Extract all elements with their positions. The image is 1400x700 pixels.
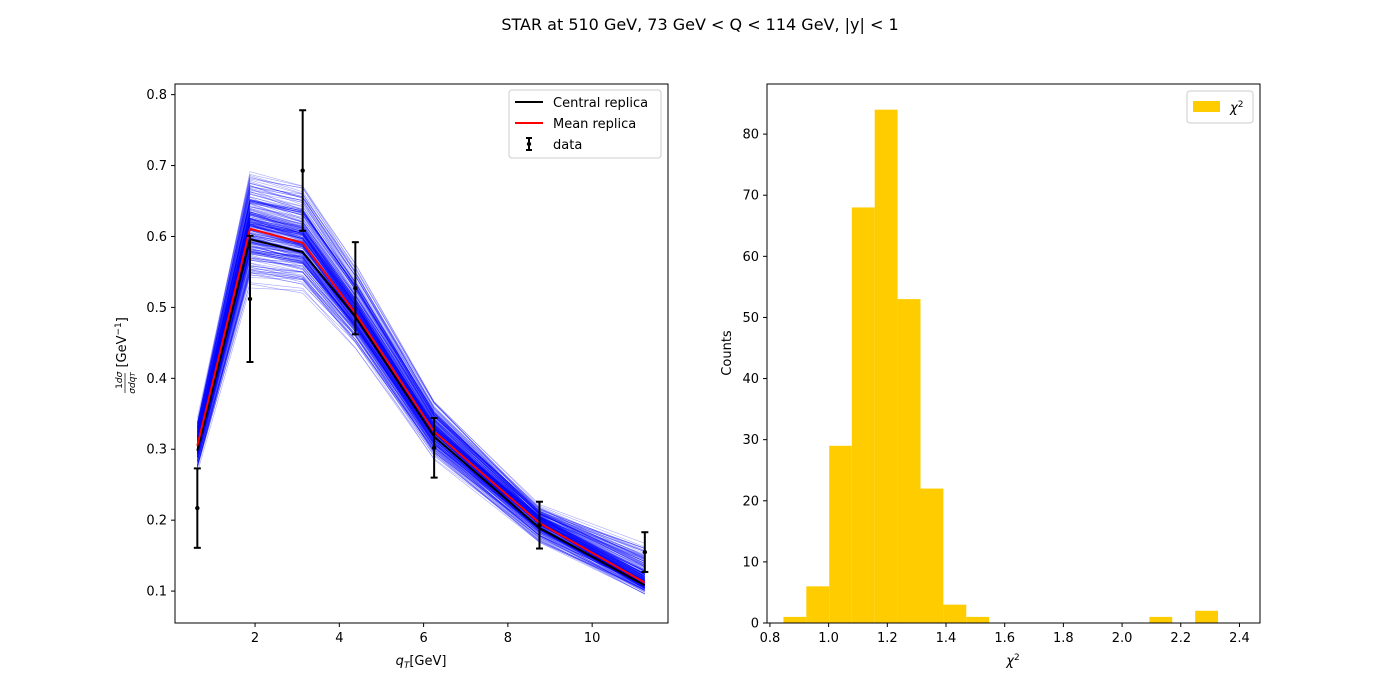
left-legend: Central replica Mean replica data [509,90,661,158]
replica-curve [197,176,645,549]
x-tick-label: 6 [419,631,427,646]
y-tick-label: 0 [751,617,759,632]
x-tick-label: 1.8 [1053,631,1074,646]
x-tick-label: 2.0 [1112,631,1133,646]
replica-curve [197,184,645,551]
left-y-axis-label: 1dσ [GeV−1] σdqT [114,317,138,394]
y-tick-label: 60 [742,250,759,265]
y-tick-label: 0.3 [146,443,167,458]
histogram-bar [966,617,989,623]
histogram-bar [920,489,943,623]
x-tick-label: 4 [335,631,343,646]
y-tick-label: 0.5 [146,301,167,316]
x-tick-label: 1.6 [994,631,1015,646]
x-tick-label: 1.4 [936,631,957,646]
left-y-ticks: 0.1 0.2 0.3 0.4 0.5 0.6 0.7 0.8 [146,88,175,599]
legend-label-data: data [553,138,582,153]
y-tick-label: 10 [742,555,759,570]
data-point [194,468,201,547]
left-x-ticks: 2 4 6 8 10 [251,623,601,646]
y-tick-label: 40 [742,372,759,387]
x-tick-label: 10 [584,631,601,646]
svg-text:σdqT: σdqT [128,372,138,394]
y-tick-label: 80 [742,128,759,143]
replica-line-chart: 246810 0.10.20.30.40.50.60.70.8 qT[GeV] … [114,84,668,671]
right-legend: χ2 [1187,91,1253,123]
histogram-bar [829,446,852,623]
x-tick-label: 2 [251,631,259,646]
right-x-axis-label: χ2 [1005,653,1019,669]
replica-curve [197,197,645,559]
histogram-bar [1195,611,1218,623]
figure-title: STAR at 510 GeV, 73 GeV < Q < 114 GeV, |… [501,15,898,34]
legend-label-central: Central replica [553,96,648,111]
histogram-bar [783,617,806,623]
y-tick-label: 50 [742,311,759,326]
histogram-bar [943,605,966,623]
y-tick-label: 0.2 [146,514,167,529]
replica-curves [197,172,645,595]
legend-label-mean: Mean replica [553,117,636,132]
right-x-ticks: 0.8 1.0 1.2 1.4 1.6 1.8 2.0 2.2 2.4 [760,623,1250,646]
x-tick-label: 2.4 [1229,631,1250,646]
x-tick-label: 0.8 [760,631,781,646]
left-x-axis-label: qT[GeV] [396,654,447,671]
x-tick-label: 2.2 [1170,631,1191,646]
histogram-bar [806,586,829,623]
y-tick-label: 70 [742,189,759,204]
replica-curve [197,183,645,551]
histogram-bar [852,207,875,623]
y-tick-label: 30 [742,433,759,448]
y-tick-label: 0.7 [146,159,167,174]
y-tick-label: 0.1 [146,585,167,600]
histogram-bar [1149,617,1172,623]
y-tick-label: 0.8 [146,88,167,103]
x-tick-label: 1.0 [818,631,839,646]
chi2-histogram: 0.8 1.0 1.2 1.4 1.6 1.8 2.0 2.2 2.4 0 10 20 30 40 50 6… [720,84,1260,669]
histogram-bars [783,110,1218,623]
right-y-ticks: 0 10 20 30 40 50 60 70 80 [742,128,767,632]
y-tick-label: 20 [742,494,759,509]
histogram-bar [875,110,898,623]
legend-chi2-swatch [1193,101,1220,112]
x-tick-label: 1.2 [877,631,898,646]
right-y-axis-label: Counts [720,330,735,376]
y-tick-label: 0.4 [146,372,167,387]
histogram-bar [898,299,921,623]
y-tick-label: 0.6 [146,230,167,245]
x-tick-label: 8 [504,631,512,646]
